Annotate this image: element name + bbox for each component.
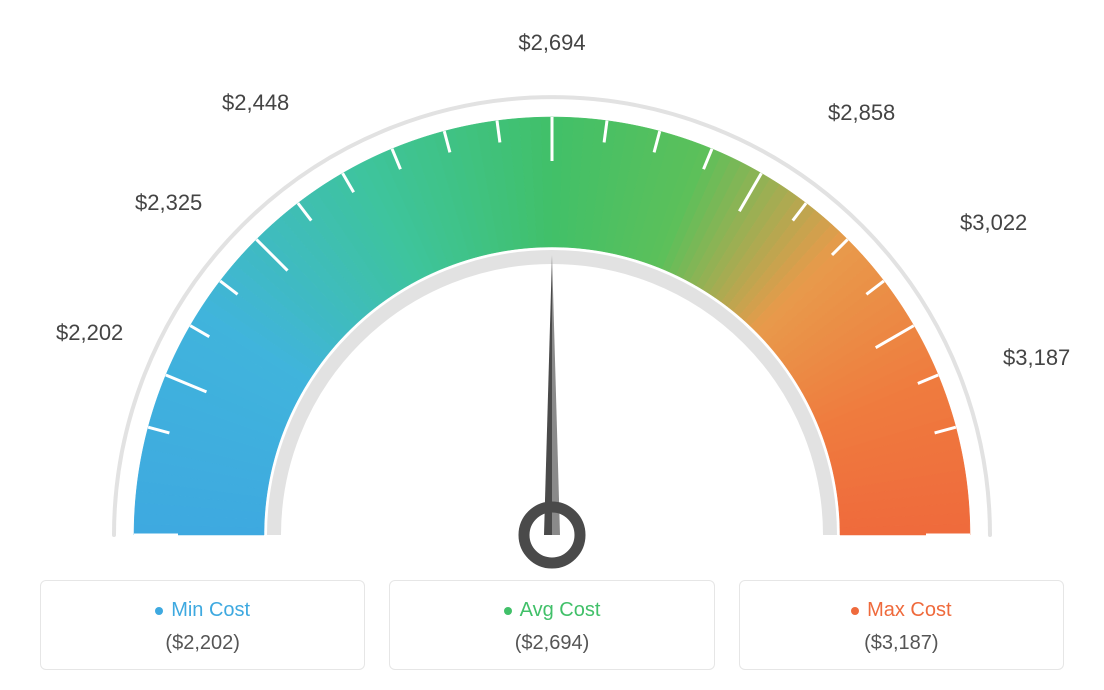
avg-dot-icon (504, 607, 512, 615)
gauge: $2,202 $2,325 $2,448 $2,694 $2,858 $3,022 $3,1… (0, 0, 1104, 570)
chart-container: $2,202 $2,325 $2,448 $2,694 $2,858 $3,022 $3,1… (0, 0, 1104, 690)
max-dot-icon (851, 607, 859, 615)
avg-cost-value: ($2,694) (402, 632, 701, 655)
min-cost-card: Min Cost ($2,202) (40, 580, 365, 670)
gauge-tick-label: $2,448 (222, 90, 289, 116)
gauge-tick-label: $2,325 (135, 190, 202, 216)
gauge-tick-label: $2,858 (828, 100, 895, 126)
max-cost-title-row: Max Cost (752, 599, 1051, 622)
min-cost-title-row: Min Cost (53, 599, 352, 622)
gauge-tick-label: $2,694 (518, 30, 585, 56)
max-cost-card: Max Cost ($3,187) (739, 580, 1064, 670)
gauge-tick-label: $3,022 (960, 210, 1027, 236)
gauge-svg (42, 45, 1062, 585)
gauge-tick-label: $3,187 (1003, 345, 1070, 371)
min-dot-icon (155, 607, 163, 615)
max-cost-value: ($3,187) (752, 632, 1051, 655)
avg-cost-label: Avg Cost (520, 599, 601, 622)
cost-cards: Min Cost ($2,202) Avg Cost ($2,694) Max … (40, 580, 1064, 670)
avg-cost-card: Avg Cost ($2,694) (389, 580, 714, 670)
max-cost-label: Max Cost (867, 599, 951, 622)
gauge-tick-label: $2,202 (56, 320, 123, 346)
avg-cost-title-row: Avg Cost (402, 599, 701, 622)
min-cost-value: ($2,202) (53, 632, 352, 655)
min-cost-label: Min Cost (171, 599, 250, 622)
